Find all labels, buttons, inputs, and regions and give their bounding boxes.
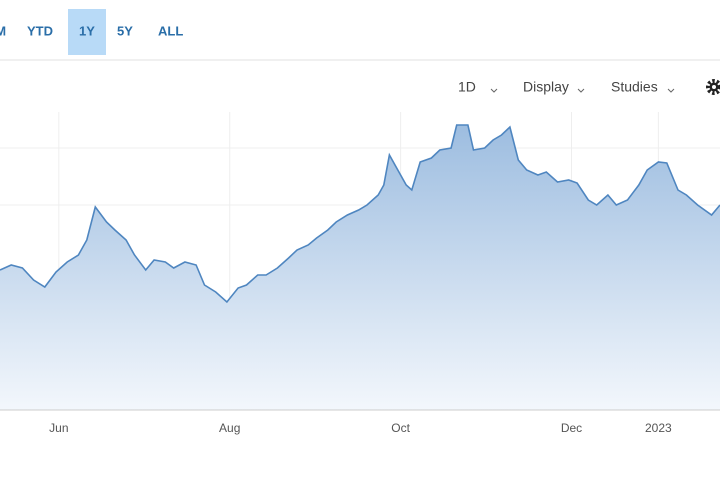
control-dropdown[interactable]: 1D bbox=[458, 79, 476, 95]
range-button[interactable]: 1Y bbox=[79, 23, 95, 38]
x-tick-label: Jun bbox=[49, 421, 68, 435]
range-button[interactable]: 5Y bbox=[117, 23, 133, 38]
price-line bbox=[0, 124, 720, 304]
dropdown-chevron bbox=[490, 88, 498, 93]
range-button[interactable]: YTD bbox=[27, 23, 53, 38]
selected-range-bg bbox=[68, 9, 106, 55]
control-dropdown[interactable]: Display bbox=[523, 79, 569, 95]
range-button[interactable]: 1M bbox=[0, 23, 6, 38]
gear-icon[interactable] bbox=[706, 79, 720, 95]
area-fill bbox=[0, 125, 720, 410]
control-dropdown[interactable]: Studies bbox=[611, 79, 658, 95]
x-tick-label: 2023 bbox=[645, 421, 672, 435]
dropdown-chevron bbox=[577, 88, 585, 93]
x-tick-label: Aug bbox=[219, 421, 240, 435]
dropdown-chevron bbox=[667, 88, 675, 93]
range-button[interactable]: ALL bbox=[158, 23, 183, 38]
x-tick-label: Oct bbox=[391, 421, 410, 435]
x-tick-label: Dec bbox=[561, 421, 582, 435]
